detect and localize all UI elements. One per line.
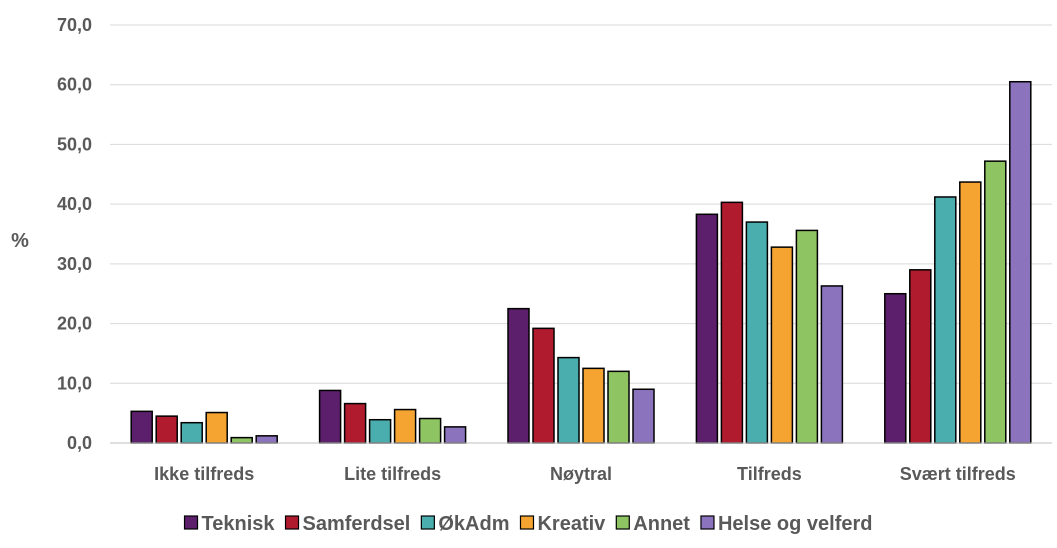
- bar: [745, 221, 769, 444]
- bar: [155, 415, 178, 444]
- legend-swatch: [519, 515, 535, 530]
- legend-swatch: [284, 515, 300, 530]
- legend-item: Samferdsel: [284, 513, 411, 535]
- bar: [180, 421, 203, 444]
- bar: [770, 246, 794, 444]
- gridlines: [110, 24, 1052, 384]
- legend-label: ØkAdm: [438, 513, 509, 535]
- bar: [443, 426, 467, 444]
- y-tick-label: 60,0: [57, 75, 92, 95]
- bar: [1009, 80, 1032, 444]
- y-tick-label: 50,0: [57, 134, 92, 154]
- bar: [984, 160, 1007, 444]
- legend-swatch: [700, 515, 715, 530]
- bar: [934, 196, 957, 444]
- y-tick-label: 10,0: [57, 373, 92, 393]
- legend-item: Annet: [615, 513, 690, 535]
- y-tick-label: 20,0: [57, 314, 92, 334]
- bar: [255, 435, 278, 444]
- y-tick-label: 40,0: [57, 194, 92, 214]
- y-tick-label: 0,0: [67, 433, 92, 453]
- legend-item: ØkAdm: [420, 513, 509, 535]
- bar: [318, 389, 342, 444]
- bar: [368, 418, 392, 444]
- bar: [607, 370, 630, 444]
- legend-item: Kreativ: [519, 513, 606, 535]
- bar: [884, 292, 907, 444]
- bar: [418, 417, 442, 444]
- bar: [557, 356, 580, 444]
- x-category-label: Tilfreds: [737, 464, 802, 484]
- bar: [130, 410, 153, 444]
- x-category-label: Lite tilfreds: [344, 464, 441, 484]
- y-axis-label: %: [11, 230, 29, 252]
- bar: [343, 402, 367, 444]
- y-tick-label: 30,0: [57, 254, 92, 274]
- legend-label: Samferdsel: [303, 513, 411, 535]
- legend-item: Helse og velferd: [700, 513, 873, 535]
- bar: [532, 327, 555, 444]
- bar: [507, 307, 530, 444]
- bars: [130, 80, 1032, 444]
- bar: [632, 388, 655, 444]
- bar: [720, 201, 744, 444]
- legend-swatch: [420, 515, 435, 530]
- bar: [909, 269, 932, 444]
- bar: [959, 181, 982, 444]
- x-category-label: Nøytral: [550, 464, 612, 484]
- y-axis-ticks: 0,0 10,0 20,0 30,0 40,0 50,0 60,0 70,0: [57, 15, 92, 453]
- legend: Teknisk Samferdsel ØkAdm Kreativ Annet Helse …: [183, 513, 873, 535]
- y-tick-label: 70,0: [57, 15, 92, 35]
- legend-swatch: [615, 515, 630, 530]
- bar: [695, 213, 719, 444]
- bar: [230, 436, 253, 444]
- x-category-label: Ikke tilfreds: [154, 464, 254, 484]
- legend-label: Kreativ: [537, 513, 606, 535]
- legend-swatch: [183, 515, 199, 530]
- bar: [795, 229, 819, 444]
- bar: [205, 411, 228, 444]
- bar: [582, 367, 605, 444]
- x-category-label: Svært tilfreds: [900, 464, 1016, 484]
- legend-label: Teknisk: [202, 513, 276, 535]
- bar: [393, 408, 417, 444]
- bar: [820, 285, 844, 444]
- x-axis-categories: Ikke tilfreds Lite tilfreds Nøytral Tilfred…: [154, 464, 1016, 484]
- legend-label: Helse og velferd: [718, 513, 873, 535]
- legend-label: Annet: [633, 513, 690, 535]
- legend-item: Teknisk: [183, 513, 276, 535]
